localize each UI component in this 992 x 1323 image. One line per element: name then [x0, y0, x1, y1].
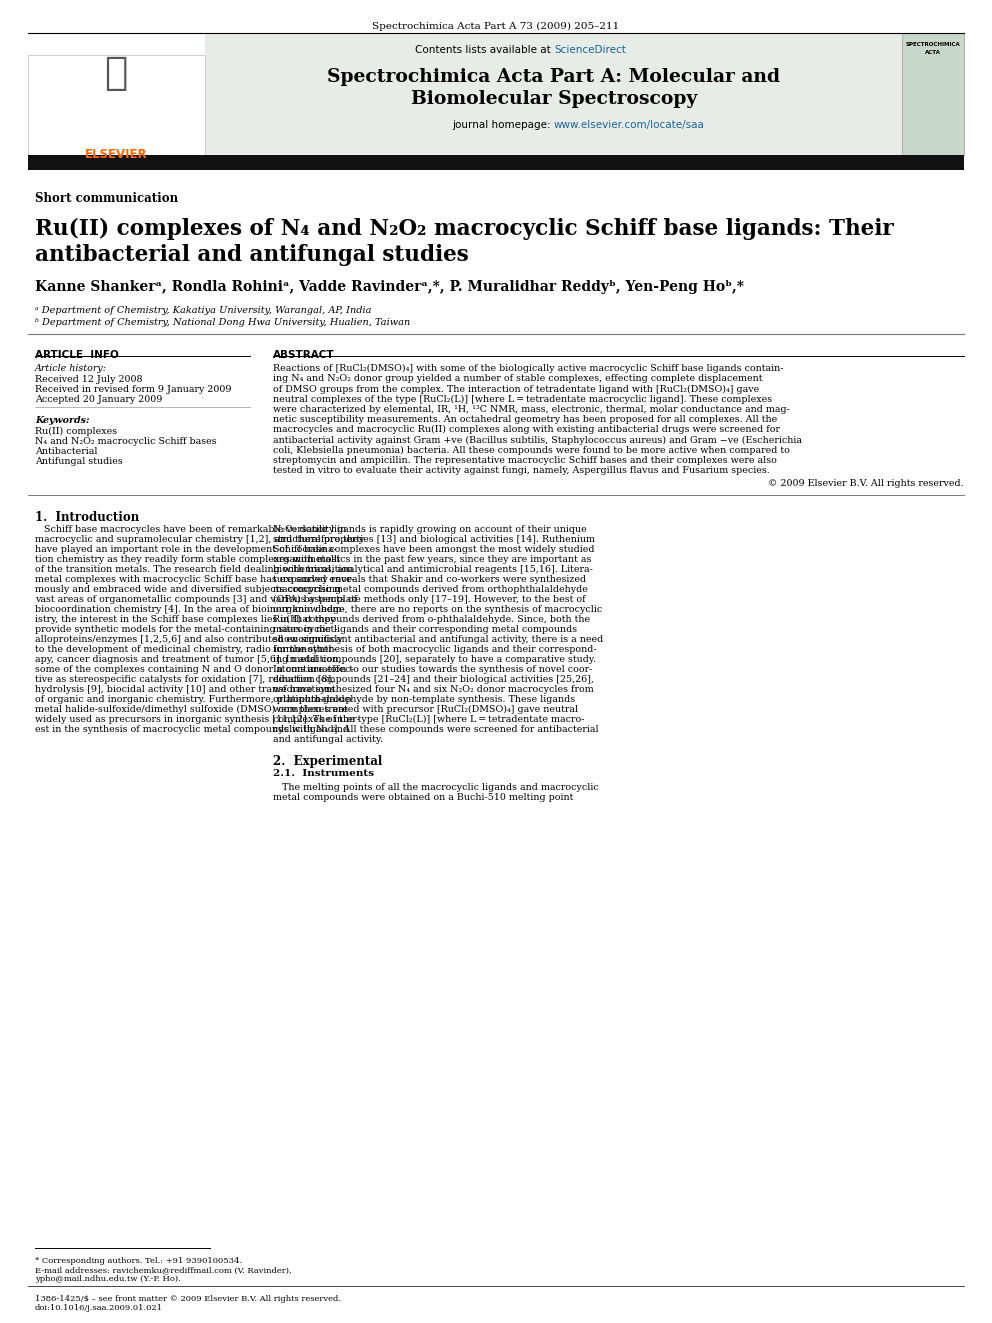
Text: macrocyclic ligands and their corresponding metal compounds: macrocyclic ligands and their correspond… — [273, 626, 577, 634]
Text: istry, the interest in the Schiff base complexes lies in that they: istry, the interest in the Schiff base c… — [35, 615, 335, 624]
Text: Kanne Shankerᵃ, Rondla Rohiniᵃ, Vadde Ravinderᵃ,*, P. Muralidhar Reddyᵇ, Yen-Pen: Kanne Shankerᵃ, Rondla Rohiniᵃ, Vadde Ra… — [35, 280, 744, 294]
Text: 2.1.  Instruments: 2.1. Instruments — [273, 769, 374, 778]
Text: www.elsevier.com/locate/saa: www.elsevier.com/locate/saa — [554, 120, 705, 130]
Text: journal homepage:: journal homepage: — [452, 120, 554, 130]
Text: complexes of the type [RuCl₂(L)] [where L = tetradentate macro-: complexes of the type [RuCl₂(L)] [where … — [273, 716, 584, 724]
Text: coli, Klebsiella pneumonia) bacteria. All these compounds were found to be more : coli, Klebsiella pneumonia) bacteria. Al… — [273, 446, 790, 455]
Text: doi:10.1016/j.saa.2009.01.021: doi:10.1016/j.saa.2009.01.021 — [35, 1304, 163, 1312]
Text: neutral complexes of the type [RuCl₂(L)] [where L = tetradentate macrocyclic lig: neutral complexes of the type [RuCl₂(L)]… — [273, 394, 772, 404]
Text: vast areas of organometallic compounds [3] and various aspects of: vast areas of organometallic compounds [… — [35, 595, 357, 605]
Text: est in the synthesis of macrocyclic metal compounds with N₄ and: est in the synthesis of macrocyclic meta… — [35, 725, 349, 734]
Text: show significant antibacterial and antifungal activity, there is a need: show significant antibacterial and antif… — [273, 635, 603, 644]
Text: Contents lists available at: Contents lists available at — [415, 45, 554, 56]
Text: macrocyclic and supramolecular chemistry [1,2], and therefore they: macrocyclic and supramolecular chemistry… — [35, 536, 364, 544]
Text: E-mail addresses: ravichemku@rediffmail.com (V. Ravinder),: E-mail addresses: ravichemku@rediffmail.… — [35, 1266, 292, 1274]
Text: ᵃ Department of Chemistry, Kakatiya University, Warangal, AP, India: ᵃ Department of Chemistry, Kakatiya Univ… — [35, 306, 371, 315]
Text: provide synthetic models for the metal-containing sites in met-: provide synthetic models for the metal-c… — [35, 626, 337, 634]
Text: were then treated with precursor [RuCl₂(DMSO)₄] gave neutral: were then treated with precursor [RuCl₂(… — [273, 705, 578, 714]
Text: Received in revised form 9 January 2009: Received in revised form 9 January 2009 — [35, 385, 231, 394]
Text: netic susceptibility measurements. An octahedral geometry has been proposed for : netic susceptibility measurements. An oc… — [273, 415, 778, 423]
Text: ᵇ Department of Chemistry, National Dong Hwa University, Hualien, Taiwan: ᵇ Department of Chemistry, National Dong… — [35, 318, 411, 327]
Text: Ru(II) complexes: Ru(II) complexes — [35, 427, 117, 437]
Text: metal complexes with macrocyclic Schiff base has expanded enor-: metal complexes with macrocyclic Schiff … — [35, 576, 355, 585]
Text: ScienceDirect: ScienceDirect — [554, 45, 626, 56]
Bar — [28, 56, 205, 155]
Text: streptomycin and ampicillin. The representative macrocyclic Schiff bases and the: streptomycin and ampicillin. The represe… — [273, 456, 777, 464]
Text: macrocycles and macrocyclic Ru(II) complexes along with existing antibacterial d: macrocycles and macrocyclic Ru(II) compl… — [273, 425, 780, 434]
Text: biocoordination chemistry [4]. In the area of bioinorganic chem-: biocoordination chemistry [4]. In the ar… — [35, 605, 345, 614]
Text: SPECTROCHIMICA: SPECTROCHIMICA — [906, 42, 960, 48]
Text: cyclic ligand]. All these compounds were screened for antibacterial: cyclic ligand]. All these compounds were… — [273, 725, 598, 734]
Text: were characterized by elemental, IR, ¹H, ¹³C NMR, mass, electronic, thermal, mol: were characterized by elemental, IR, ¹H,… — [273, 405, 790, 414]
Text: tive as stereospecific catalysts for oxidation [7], reduction [8],: tive as stereospecific catalysts for oxi… — [35, 675, 334, 684]
Text: tion chemistry as they readily form stable complexes with most: tion chemistry as they readily form stab… — [35, 556, 340, 564]
Text: Ru(II) compounds derived from o-phthalaldehyde. Since, both the: Ru(II) compounds derived from o-phthalal… — [273, 615, 590, 624]
Text: metal halide-sulfoxide/dimethyl sulfoxide (DMSO) complexes are: metal halide-sulfoxide/dimethyl sulfoxid… — [35, 705, 348, 714]
Text: ypho@mail.ndhu.edu.tw (Y.-P. Ho).: ypho@mail.ndhu.edu.tw (Y.-P. Ho). — [35, 1275, 181, 1283]
Text: Schiff base macrocycles have been of remarkable versatility in: Schiff base macrocycles have been of rem… — [35, 525, 346, 534]
Text: 1.  Introduction: 1. Introduction — [35, 511, 139, 524]
Bar — [28, 155, 964, 169]
Text: © 2009 Elsevier B.V. All rights reserved.: © 2009 Elsevier B.V. All rights reserved… — [769, 479, 964, 488]
Text: structural properties [13] and biological activities [14]. Ruthenium: structural properties [13] and biologica… — [273, 536, 595, 544]
Text: metal compounds were obtained on a Buchi-510 melting point: metal compounds were obtained on a Buchi… — [273, 794, 573, 802]
Bar — [902, 33, 964, 155]
Text: biochemical, analytical and antimicrobial reagents [15,16]. Litera-: biochemical, analytical and antimicrobia… — [273, 565, 593, 574]
Text: Spectrochimica Acta Part A 73 (2009) 205–211: Spectrochimica Acta Part A 73 (2009) 205… — [372, 22, 620, 32]
Text: ing metal compounds [20], separately to have a comparative study.: ing metal compounds [20], separately to … — [273, 655, 596, 664]
Text: ture survey reveals that Shakir and co-workers were synthesized: ture survey reveals that Shakir and co-w… — [273, 576, 586, 585]
Text: and antifungal activity.: and antifungal activity. — [273, 736, 383, 745]
Text: for the synthesis of both macrocyclic ligands and their correspond-: for the synthesis of both macrocyclic li… — [273, 646, 596, 654]
Text: to the development of medicinal chemistry, radio immunother-: to the development of medicinal chemistr… — [35, 646, 336, 654]
Text: tested in vitro to evaluate their activity against fungi, namely, Aspergillus fl: tested in vitro to evaluate their activi… — [273, 466, 770, 475]
Text: hydrolysis [9], biocidal activity [10] and other transformations: hydrolysis [9], biocidal activity [10] a… — [35, 685, 335, 695]
Text: In continuation to our studies towards the synthesis of novel coor-: In continuation to our studies towards t… — [273, 665, 592, 675]
Text: ARTICLE  INFO: ARTICLE INFO — [35, 351, 119, 360]
Text: widely used as precursors in inorganic synthesis [11,12]. The inter-: widely used as precursors in inorganic s… — [35, 716, 360, 724]
Text: orthophthalaldehyde by non-template synthesis. These ligands: orthophthalaldehyde by non-template synt… — [273, 695, 575, 704]
Text: Ru(II) complexes of N₄ and N₂O₂ macrocyclic Schiff base ligands: Their: Ru(II) complexes of N₄ and N₂O₂ macrocyc… — [35, 218, 894, 239]
Text: Schiff base complexes have been amongst the most widely studied: Schiff base complexes have been amongst … — [273, 545, 594, 554]
Text: have played an important role in the development of coordina-: have played an important role in the dev… — [35, 545, 336, 554]
Text: antibacterial and antifungal studies: antibacterial and antifungal studies — [35, 243, 469, 266]
Text: Antifungal studies: Antifungal studies — [35, 456, 123, 466]
Text: macrocyclic metal compounds derived from orthophthalaldehyde: macrocyclic metal compounds derived from… — [273, 585, 588, 594]
Text: antibacterial activity against Gram +ve (Bacillus subtilis, Staphylococcus aureu: antibacterial activity against Gram +ve … — [273, 435, 802, 445]
Text: N₂O₂ donor ligands is rapidly growing on account of their unique: N₂O₂ donor ligands is rapidly growing on… — [273, 525, 586, 534]
Text: of the transition metals. The research field dealing with transition: of the transition metals. The research f… — [35, 565, 353, 574]
Text: of organic and inorganic chemistry. Furthermore, platinum-group: of organic and inorganic chemistry. Furt… — [35, 695, 351, 704]
Text: Short communication: Short communication — [35, 192, 179, 205]
Text: (OPA) by template methods only [17–19]. However, to the best of: (OPA) by template methods only [17–19]. … — [273, 595, 585, 605]
Text: * Corresponding authors. Tel.: +91 9390100534.: * Corresponding authors. Tel.: +91 93901… — [35, 1257, 242, 1265]
Text: ing N₄ and N₂O₂ donor group yielded a number of stable complexes, effecting comp: ing N₄ and N₂O₂ donor group yielded a nu… — [273, 374, 763, 384]
Text: organometallics in the past few years, since they are important as: organometallics in the past few years, s… — [273, 556, 591, 564]
Text: mously and embraced wide and diversified subjects comprising: mously and embraced wide and diversified… — [35, 585, 341, 594]
Text: ABSTRACT: ABSTRACT — [273, 351, 334, 360]
Text: alloproteins/enzymes [1,2,5,6] and also contributed enormously: alloproteins/enzymes [1,2,5,6] and also … — [35, 635, 343, 644]
Text: Antibacterial: Antibacterial — [35, 447, 97, 456]
Text: Biomolecular Spectroscopy: Biomolecular Spectroscopy — [411, 90, 697, 108]
Text: ACTA: ACTA — [926, 50, 941, 56]
Text: Accepted 20 January 2009: Accepted 20 January 2009 — [35, 396, 163, 404]
Text: Received 12 July 2008: Received 12 July 2008 — [35, 374, 143, 384]
Text: of DMSO groups from the complex. The interaction of tetradentate ligand with [Ru: of DMSO groups from the complex. The int… — [273, 385, 759, 393]
Text: we have synthesized four N₄ and six N₂O₂ donor macrocycles from: we have synthesized four N₄ and six N₂O₂… — [273, 685, 594, 695]
Text: 2.  Experimental: 2. Experimental — [273, 755, 382, 769]
Text: apy, cancer diagnosis and treatment of tumor [5,6]. In addition,: apy, cancer diagnosis and treatment of t… — [35, 655, 341, 664]
Bar — [205, 33, 902, 155]
Text: 🌳: 🌳 — [104, 56, 128, 93]
Text: some of the complexes containing N and O donor atoms are effec-: some of the complexes containing N and O… — [35, 665, 354, 675]
Text: Reactions of [RuCl₂(DMSO)₄] with some of the biologically active macrocyclic Sch: Reactions of [RuCl₂(DMSO)₄] with some of… — [273, 364, 784, 373]
Text: Spectrochimica Acta Part A: Molecular and: Spectrochimica Acta Part A: Molecular an… — [327, 67, 781, 86]
Text: ELSEVIER: ELSEVIER — [84, 148, 148, 161]
Text: Keywords:: Keywords: — [35, 415, 89, 425]
Text: N₄ and N₂O₂ macrocyclic Schiff bases: N₄ and N₂O₂ macrocyclic Schiff bases — [35, 437, 216, 446]
Text: The melting points of all the macrocyclic ligands and macrocyclic: The melting points of all the macrocycli… — [273, 783, 599, 792]
Text: dination compounds [21–24] and their biological activities [25,26],: dination compounds [21–24] and their bio… — [273, 675, 594, 684]
Text: 1386-1425/$ – see front matter © 2009 Elsevier B.V. All rights reserved.: 1386-1425/$ – see front matter © 2009 El… — [35, 1295, 341, 1303]
Text: Article history:: Article history: — [35, 364, 107, 373]
Text: our knowledge, there are no reports on the synthesis of macrocyclic: our knowledge, there are no reports on t… — [273, 605, 602, 614]
